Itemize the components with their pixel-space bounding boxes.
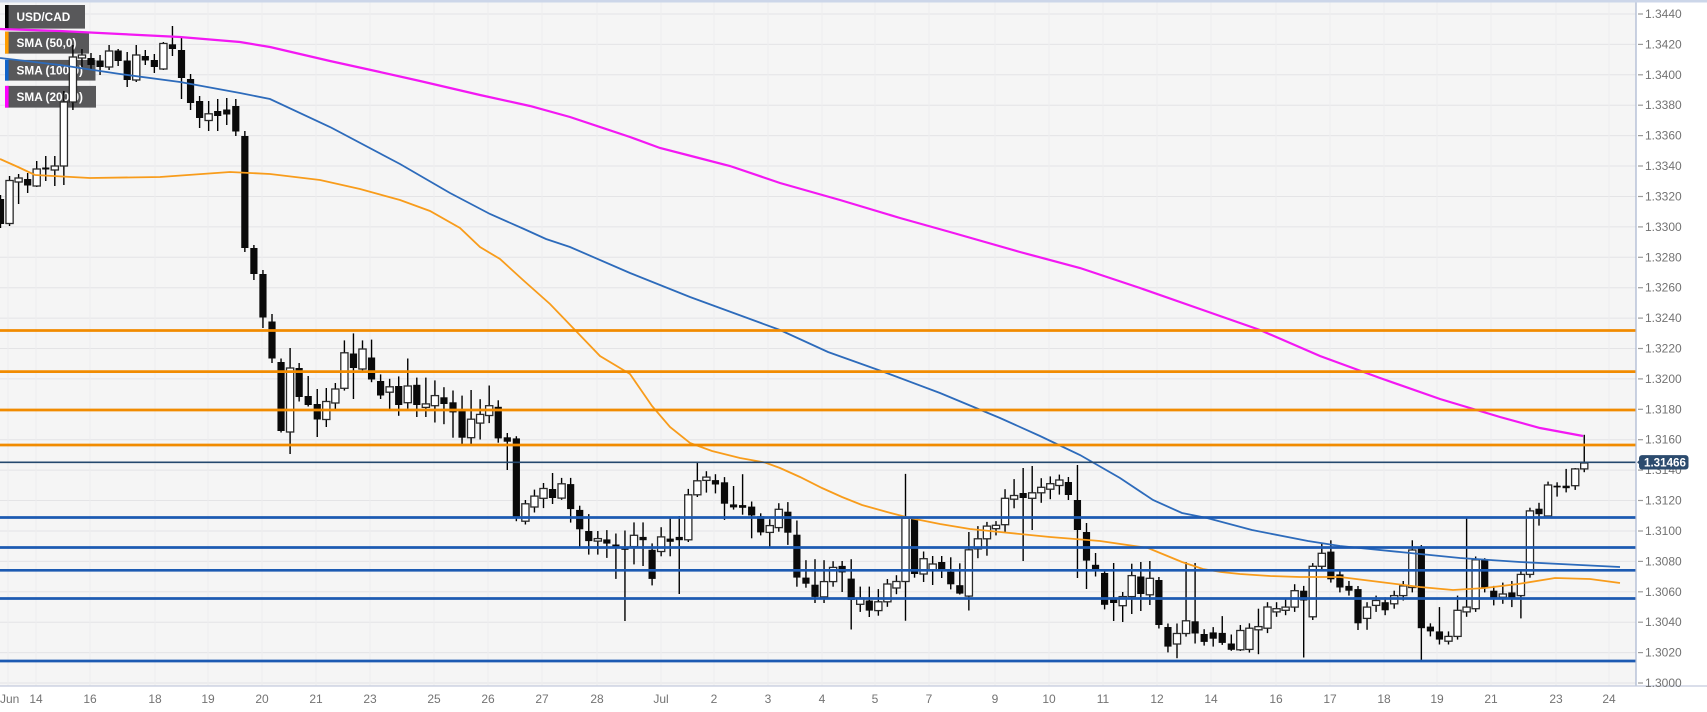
svg-text:3: 3 (765, 692, 772, 706)
svg-text:11: 11 (1097, 692, 1110, 706)
svg-text:1.3320: 1.3320 (1645, 190, 1682, 204)
svg-text:19: 19 (201, 692, 215, 706)
svg-text:1.3300: 1.3300 (1645, 220, 1682, 234)
svg-text:1.3240: 1.3240 (1645, 311, 1682, 325)
svg-text:4: 4 (819, 692, 826, 706)
svg-text:1.3220: 1.3220 (1645, 342, 1682, 356)
svg-text:1.3200: 1.3200 (1645, 372, 1682, 386)
svg-text:19: 19 (1430, 692, 1444, 706)
svg-text:USD/CAD: USD/CAD (17, 10, 71, 24)
svg-text:1.3440: 1.3440 (1645, 7, 1682, 21)
svg-text:1.3080: 1.3080 (1645, 554, 1682, 568)
svg-text:SMA (50,0): SMA (50,0) (17, 36, 77, 50)
svg-text:17: 17 (1323, 692, 1337, 706)
svg-text:14: 14 (29, 692, 43, 706)
svg-text:1.3160: 1.3160 (1645, 433, 1682, 447)
svg-text:1.3100: 1.3100 (1645, 524, 1682, 538)
svg-text:SMA (200,0): SMA (200,0) (17, 90, 84, 104)
svg-text:1.3380: 1.3380 (1645, 98, 1682, 112)
svg-text:SMA (100,0): SMA (100,0) (17, 64, 84, 78)
svg-text:18: 18 (148, 692, 162, 706)
svg-text:28: 28 (590, 692, 604, 706)
svg-text:20: 20 (255, 692, 269, 706)
svg-text:1.3000: 1.3000 (1645, 676, 1682, 690)
svg-text:1.3360: 1.3360 (1645, 129, 1682, 143)
svg-text:12: 12 (1150, 692, 1164, 706)
svg-text:Jun: Jun (0, 692, 19, 706)
svg-text:1.3060: 1.3060 (1645, 585, 1682, 599)
svg-text:14: 14 (1204, 692, 1218, 706)
svg-text:25: 25 (427, 692, 441, 706)
svg-text:24: 24 (1602, 692, 1616, 706)
svg-text:1.3120: 1.3120 (1645, 494, 1682, 508)
svg-text:1.3040: 1.3040 (1645, 615, 1682, 629)
svg-text:23: 23 (1549, 692, 1563, 706)
svg-text:10: 10 (1042, 692, 1056, 706)
svg-text:18: 18 (1377, 692, 1391, 706)
svg-text:23: 23 (363, 692, 377, 706)
svg-text:1.3260: 1.3260 (1645, 281, 1682, 295)
svg-text:1.3400: 1.3400 (1645, 68, 1682, 82)
svg-text:16: 16 (83, 692, 97, 706)
svg-text:1.31466: 1.31466 (1644, 457, 1686, 470)
svg-text:7: 7 (926, 692, 933, 706)
svg-text:5: 5 (872, 692, 879, 706)
svg-text:1.3020: 1.3020 (1645, 646, 1682, 660)
svg-text:21: 21 (309, 692, 323, 706)
svg-text:1.3180: 1.3180 (1645, 402, 1682, 416)
svg-text:16: 16 (1269, 692, 1283, 706)
svg-text:1.3420: 1.3420 (1645, 37, 1682, 51)
svg-text:26: 26 (481, 692, 495, 706)
svg-text:1.3280: 1.3280 (1645, 250, 1682, 264)
svg-text:21: 21 (1484, 692, 1498, 706)
svg-text:9: 9 (992, 692, 999, 706)
svg-text:27: 27 (535, 692, 549, 706)
svg-text:Jul: Jul (653, 692, 668, 706)
svg-text:1.3340: 1.3340 (1645, 159, 1682, 173)
svg-text:2: 2 (711, 692, 718, 706)
